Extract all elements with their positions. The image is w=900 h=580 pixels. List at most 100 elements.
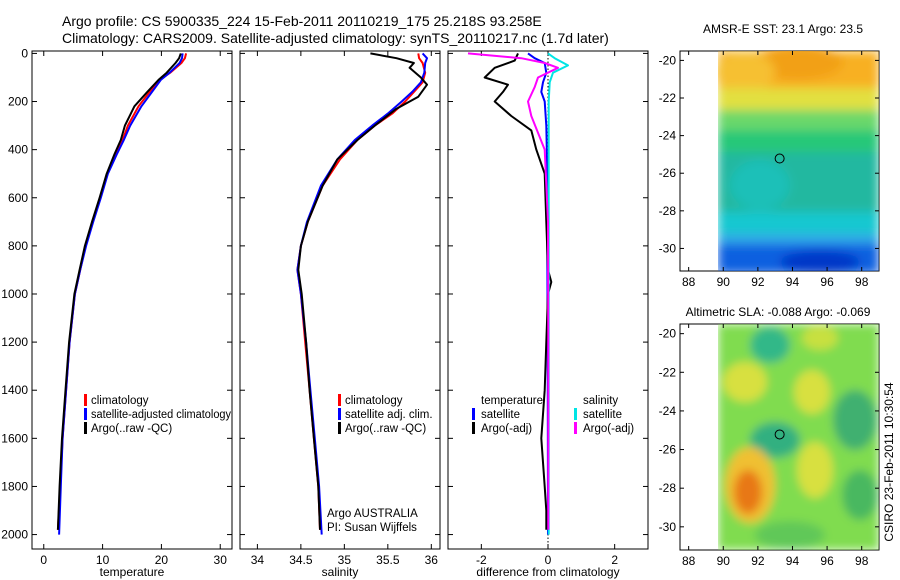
salinity-series: [296, 52, 428, 535]
map-y-tick-label: -20: [659, 327, 677, 341]
map-y-tick-label: -30: [659, 520, 677, 534]
map-x-tick-label: 92: [751, 554, 765, 568]
y-tick-label: 800: [8, 239, 28, 253]
temperature-x-label: temperature: [100, 565, 165, 579]
x-tick-label: 35.5: [376, 553, 400, 567]
temperature-series: [56, 53, 188, 535]
map-x-tick-label: 96: [820, 275, 834, 289]
sst-map-axes: 88 90 92 94 96 98 -20 -22 -24 -26 -28 -30: [659, 51, 879, 289]
sst-heatmap: [718, 51, 879, 271]
legend-label-argo: Argo(..raw -QC): [345, 423, 426, 435]
map-x-tick-label: 94: [786, 275, 800, 289]
map-y-tick-label: -22: [659, 91, 677, 105]
map-x-tick-label: 96: [820, 554, 834, 568]
x-tick-label: 35: [338, 553, 352, 567]
legend-label-temp-argo: Argo(-adj): [481, 423, 532, 435]
sst-argo-location-marker: [774, 153, 785, 164]
x-tick-label: 0: [545, 553, 552, 567]
legend-heading-salinity: salinity: [583, 395, 618, 407]
difference-legend: temperature satellite Argo(-adj) salinit…: [472, 395, 634, 435]
sla-argo-location-marker: [774, 429, 785, 440]
legend-label-argo: Argo(..raw -QC): [91, 423, 172, 435]
map-x-tick-label: 98: [855, 275, 869, 289]
x-tick-label: 10: [96, 553, 110, 567]
map-x-tick-label: 90: [717, 554, 731, 568]
x-tick-label: 34.5: [289, 553, 313, 567]
salinity-annotation-pi: PI: Susan Wijffels: [327, 522, 417, 534]
difference-series: [467, 52, 569, 535]
legend-label-sal-satellite: satellite: [583, 409, 622, 421]
map-x-tick-label: 88: [682, 554, 696, 568]
legend-swatch-satellite-adjusted: [84, 408, 87, 420]
y-tick-label: 0: [21, 46, 28, 60]
y-tick-label: 1000: [1, 287, 28, 301]
x-tick-label: 30: [214, 553, 228, 567]
figure-title-line-2: Climatology: CARS2009. Satellite-adjuste…: [62, 30, 609, 46]
y-tick-label: 200: [8, 95, 28, 109]
temperature-panel-frame: [31, 50, 233, 550]
legend-swatch-satellite-adj: [338, 408, 341, 420]
x-tick-label: 20: [155, 553, 169, 567]
y-tick-label: 1600: [1, 431, 28, 445]
map-y-tick-label: -28: [659, 204, 677, 218]
csiro-timestamp-label: CSIRO 23-Feb-2011 10:30:54: [882, 382, 896, 542]
legend-label-climatology: climatology: [91, 395, 149, 407]
x-tick-label: 36: [425, 553, 439, 567]
map-y-tick-label: -26: [659, 443, 677, 457]
x-tick-label: 0: [40, 553, 47, 567]
sla-map-axes: 88 90 92 94 96 98 -20 -22 -24 -26 -28 -30: [659, 324, 879, 568]
y-tick-label: 1400: [1, 383, 28, 397]
salinity-panel-frame: [239, 50, 441, 550]
legend-swatch-sal-satellite: [574, 408, 577, 420]
legend-swatch-temp-argo: [472, 422, 475, 434]
map-y-tick-label: -20: [659, 53, 677, 67]
y-tick-label: 1800: [1, 479, 28, 493]
sla-heatmap: [718, 324, 879, 550]
map-y-tick-label: -24: [659, 404, 677, 418]
legend-swatch-argo: [84, 422, 87, 434]
legend-swatch-argo: [338, 422, 341, 434]
salinity-axis: 34 34.5 35 35.5 36: [240, 51, 440, 567]
legend-swatch-temp-satellite: [472, 408, 475, 420]
salinity-legend: climatology satellite adj. clim. Argo(..…: [338, 394, 433, 435]
figure-title-line-1: Argo profile: CS 5900335_224 15-Feb-2011…: [62, 13, 542, 29]
temperature-axis: 0 10 20 30 0 200 400 600 800 1000 1200 1400 1600 1800…: [1, 46, 232, 567]
difference-axis: -2 0 2: [448, 51, 648, 567]
y-tick-label: 600: [8, 191, 28, 205]
y-tick-label: 2000: [1, 528, 28, 542]
series-line-argo-raw-qc-: [56, 53, 182, 530]
legend-label-temp-satellite: satellite: [481, 409, 520, 421]
map-y-tick-label: -24: [659, 129, 677, 143]
legend-swatch-climatology: [338, 394, 341, 406]
legend-label-satellite-adjusted: satellite-adjusted climatology: [91, 409, 231, 421]
legend-label-sal-argo: Argo(-adj): [583, 423, 634, 435]
series-line-salinity-argo-adj-: [467, 52, 559, 530]
difference-x-label: difference from climatology: [476, 565, 619, 579]
map-x-tick-label: 92: [751, 275, 765, 289]
sst-map-title: AMSR-E SST: 23.1 Argo: 23.5: [703, 22, 863, 36]
y-tick-label: 1200: [1, 335, 28, 349]
map-x-tick-label: 98: [855, 554, 869, 568]
legend-swatch-sal-argo: [574, 422, 577, 434]
map-y-tick-label: -30: [659, 241, 677, 255]
map-x-tick-label: 94: [786, 554, 800, 568]
salinity-x-label: salinity: [322, 565, 359, 579]
x-tick-label: 2: [611, 553, 618, 567]
legend-swatch-climatology: [84, 394, 87, 406]
sla-map-title: Altimetric SLA: -0.088 Argo: -0.069: [686, 305, 871, 319]
x-tick-label: 34: [251, 553, 265, 567]
legend-label-satellite-adj: satellite adj. clim.: [345, 409, 433, 421]
series-line-argo-raw-qc-: [297, 52, 428, 530]
map-x-tick-label: 90: [717, 275, 731, 289]
legend-heading-temperature: temperature: [481, 395, 543, 407]
legend-label-climatology: climatology: [345, 395, 403, 407]
series-line-temperature-argo-adj-: [483, 52, 553, 530]
map-y-tick-label: -26: [659, 166, 677, 180]
map-y-tick-label: -28: [659, 481, 677, 495]
map-x-tick-label: 88: [682, 275, 696, 289]
map-y-tick-label: -22: [659, 365, 677, 379]
x-tick-label: -2: [476, 553, 487, 567]
temperature-legend: climatology satellite-adjusted climatolo…: [84, 394, 231, 435]
salinity-annotation-program: Argo AUSTRALIA: [327, 508, 418, 520]
